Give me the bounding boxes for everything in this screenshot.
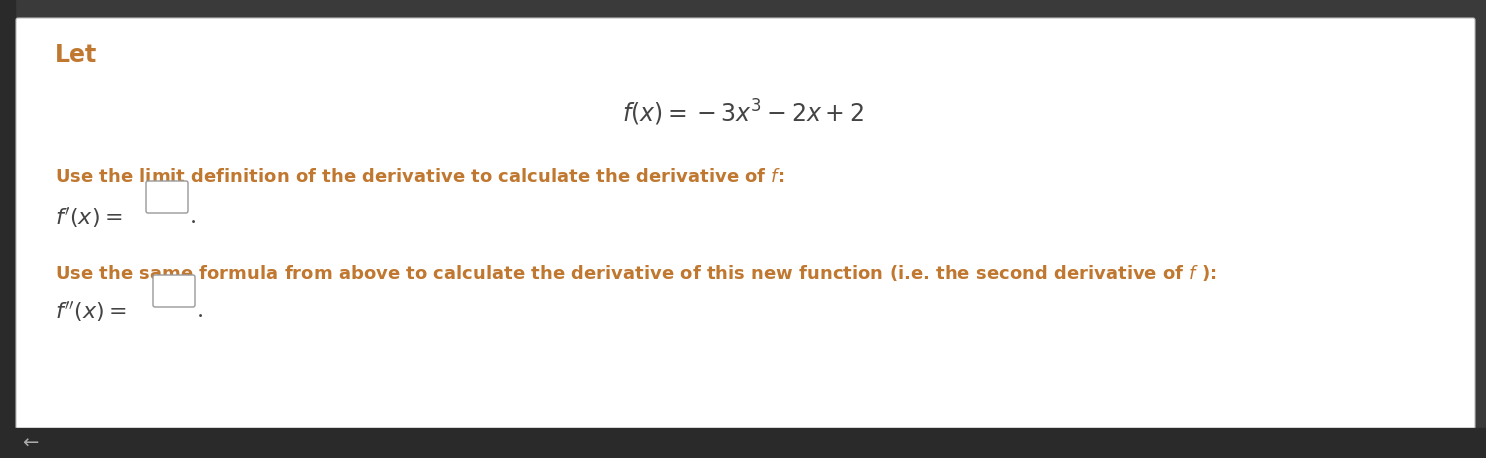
FancyBboxPatch shape (146, 181, 189, 213)
FancyBboxPatch shape (153, 275, 195, 307)
Text: ←: ← (22, 434, 39, 453)
Text: .: . (190, 206, 198, 228)
Bar (0, 0, 15, 458)
Text: .: . (198, 300, 204, 322)
FancyBboxPatch shape (16, 18, 1476, 452)
Text: $f'(x) =$: $f'(x) =$ (55, 206, 122, 230)
Text: Use the limit definition of the derivative to calculate the derivative of $f$:: Use the limit definition of the derivati… (55, 168, 785, 186)
Text: $f''(x) =$: $f''(x) =$ (55, 300, 126, 325)
Bar (0, 428, 1486, 458)
Text: Let: Let (55, 43, 97, 67)
Text: Use the same formula from above to calculate the derivative of this new function: Use the same formula from above to calcu… (55, 263, 1217, 283)
Text: $f(x) = -3x^3 - 2x + 2$: $f(x) = -3x^3 - 2x + 2$ (623, 98, 863, 128)
